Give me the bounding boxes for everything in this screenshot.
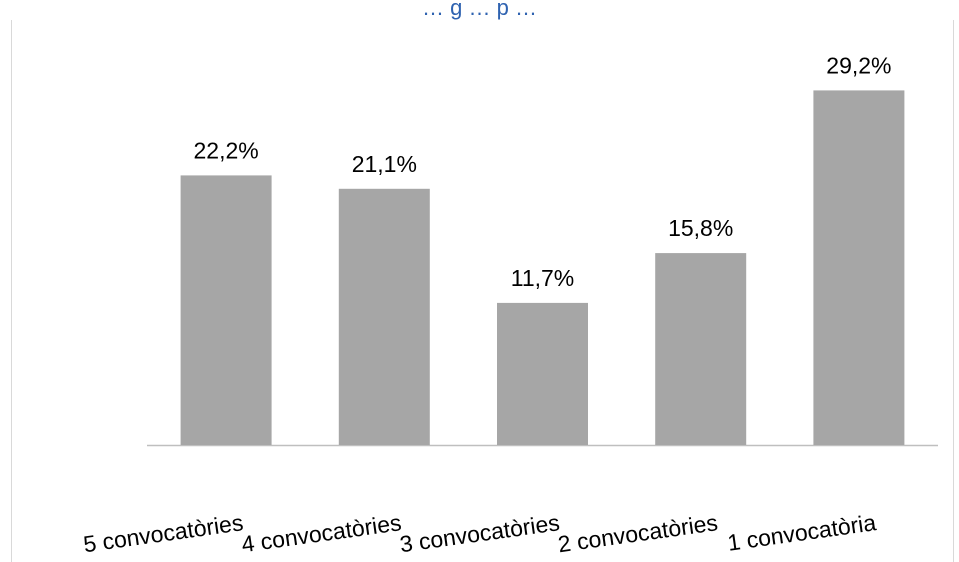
bar-5 <box>813 90 905 446</box>
data-label-2: 21,1% <box>352 151 417 177</box>
bar-2 <box>338 188 430 446</box>
x-tick-label-3: 3 convocatòries <box>398 509 561 557</box>
x-tick-label-1: 5 convocatòries <box>82 509 245 557</box>
data-label-5: 29,2% <box>826 52 891 78</box>
chart-frame-left-border <box>11 20 12 562</box>
bar-3 <box>497 302 588 445</box>
x-tick-label-5: 1 convocatòria <box>726 509 878 556</box>
bar-1 <box>180 175 272 445</box>
data-label-1: 22,2% <box>193 137 258 163</box>
chart-frame-right-border <box>953 20 954 562</box>
x-tick-label-2: 4 convocatòries <box>240 509 403 557</box>
data-label-3: 11,7% <box>511 265 575 291</box>
chart-title: … g … p … <box>422 0 537 20</box>
data-label-4: 15,8% <box>668 215 733 241</box>
x-tick-label-4: 2 convocatòries <box>556 509 719 557</box>
bar-4 <box>655 253 747 445</box>
